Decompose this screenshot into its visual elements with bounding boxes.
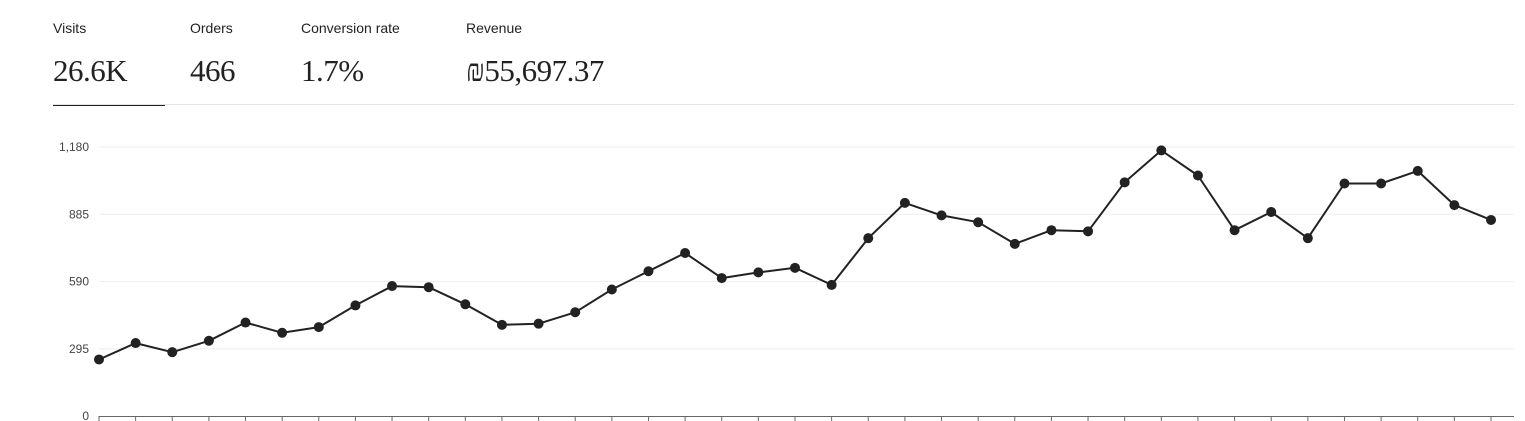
data-point[interactable] [680,248,691,259]
chart-x-axis [98,416,1514,421]
data-point[interactable] [1119,177,1130,188]
data-point[interactable] [606,284,617,295]
data-point[interactable] [240,317,251,328]
data-point[interactable] [94,354,104,365]
data-point[interactable] [1046,225,1057,236]
data-point[interactable] [350,300,361,311]
data-point[interactable] [1376,178,1387,189]
data-point[interactable] [1412,165,1423,176]
data-point[interactable] [460,299,471,310]
data-point[interactable] [1486,214,1496,225]
data-point[interactable] [790,262,800,273]
data-point[interactable] [1083,226,1094,237]
data-point[interactable] [826,279,837,290]
y-tick-label: 295 [69,342,89,356]
metric-tab-revenue[interactable]: Revenue ₪55,697.37 [466,0,646,106]
data-point[interactable] [899,197,910,208]
data-point[interactable] [423,282,434,293]
metric-label: Orders [190,20,233,36]
data-point[interactable] [1339,178,1350,189]
metrics-bar: Visits 26.6K Orders 466 Conversion rate … [0,0,1525,106]
data-point[interactable] [863,233,874,244]
data-point[interactable] [1009,238,1020,249]
data-point[interactable] [1192,170,1203,181]
metric-tab-conversion-rate[interactable]: Conversion rate 1.7% [301,0,441,106]
data-point[interactable] [643,266,654,277]
visits-line-chart: 0 295 590 885 1,180 [59,140,1514,421]
y-axis-labels: 0 295 590 885 1,180 [59,140,89,421]
series-line [98,149,1492,361]
data-point[interactable] [1302,233,1313,244]
data-point[interactable] [936,210,947,221]
y-tick-label: 885 [69,207,89,221]
data-point[interactable] [387,281,398,292]
selected-tab-indicator [53,104,165,106]
metric-tab-orders[interactable]: Orders 466 [190,0,280,106]
data-point[interactable] [1156,145,1167,156]
data-point[interactable] [1266,206,1277,217]
chart-grid [99,146,1514,350]
metric-value: 26.6K [53,53,128,88]
y-tick-label: 1,180 [59,140,89,154]
data-point[interactable] [1449,200,1460,211]
y-tick-label: 590 [69,275,89,289]
data-point[interactable] [130,338,141,349]
metric-label: Visits [53,20,87,36]
data-point[interactable] [277,327,288,338]
metrics-divider [53,104,1514,105]
data-point[interactable] [167,347,178,358]
data-point[interactable] [973,217,984,228]
chart-points [94,145,1496,365]
metric-value: 466 [190,53,236,88]
chart-series [98,149,1492,361]
data-point[interactable] [203,335,214,346]
data-point[interactable] [753,267,764,278]
data-point[interactable] [1229,225,1240,236]
data-point[interactable] [496,319,507,330]
y-tick-label: 0 [82,409,89,421]
data-point[interactable] [716,273,727,284]
metric-label: Revenue [466,20,523,36]
data-point[interactable] [533,318,544,329]
data-point[interactable] [313,322,324,333]
metric-value: 1.7% [301,53,364,88]
metric-label: Conversion rate [301,20,400,36]
metric-value: ₪55,697.37 [466,53,604,88]
data-point[interactable] [570,307,581,318]
metric-tab-visits[interactable]: Visits 26.6K [53,0,165,106]
